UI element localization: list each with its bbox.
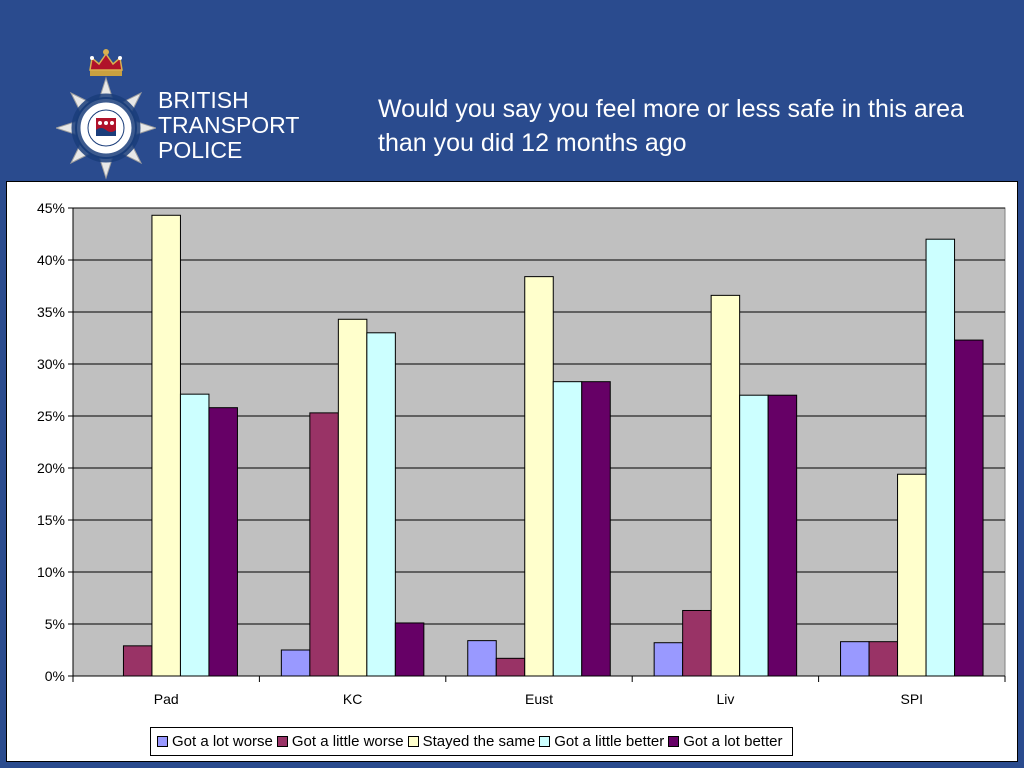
legend-swatch — [276, 736, 288, 747]
slide-header: BRITISH TRANSPORT POLICE Would you say y… — [0, 0, 1024, 180]
chart-panel: 0% 5% 10% 15% 20% 25% 30% 35% 40% 45% Pad KC Eust Liv… — [6, 181, 1018, 762]
bar — [653, 642, 684, 677]
org-name-line-1: BRITISH — [158, 87, 249, 113]
legend-item: Stayed the same — [407, 733, 536, 750]
crown-icon — [89, 49, 123, 76]
legend-label: Stayed the same — [422, 733, 536, 750]
legend-item: Got a little better — [539, 733, 664, 750]
y-tick-label: 0% — [45, 668, 65, 684]
bar — [151, 214, 181, 677]
y-tick-label: 35% — [37, 304, 65, 320]
legend-item: Got a lot better — [668, 733, 782, 750]
bar — [739, 394, 769, 677]
legend-item: Got a little worse — [276, 733, 404, 750]
bar — [767, 394, 798, 677]
x-tick-label: SPI — [901, 691, 924, 707]
organization-name: BRITISH TRANSPORT POLICE — [158, 88, 299, 163]
org-name-line-2: TRANSPORT — [158, 112, 300, 138]
y-tick-label: 5% — [45, 616, 65, 632]
legend-swatch — [407, 736, 419, 747]
police-badge-icon — [56, 49, 156, 180]
x-tick-label: KC — [343, 691, 362, 707]
bar — [309, 412, 339, 677]
legend-swatch — [539, 736, 551, 747]
bar — [394, 622, 425, 677]
bar — [524, 276, 554, 677]
y-tick-label: 25% — [37, 408, 65, 424]
x-tick-label: Eust — [525, 691, 553, 707]
bar — [179, 393, 210, 677]
bar — [467, 640, 497, 677]
x-tick-label: Pad — [154, 691, 179, 707]
y-tick-label: 45% — [37, 200, 65, 216]
bar — [925, 238, 956, 677]
legend-label: Got a lot worse — [172, 733, 273, 750]
legend-label: Got a lot better — [683, 733, 783, 750]
x-tick-label: Liv — [716, 691, 734, 707]
bar — [280, 649, 311, 677]
y-tick-label: 30% — [37, 356, 65, 372]
bar — [552, 381, 583, 677]
legend-swatch — [668, 736, 680, 747]
org-name-line-3: POLICE — [158, 137, 243, 163]
legend-item: Got a lot worse — [157, 733, 273, 750]
bar — [495, 657, 526, 677]
slide-title: Would you say you feel more or less safe… — [378, 95, 964, 157]
bar — [122, 645, 153, 677]
bar — [840, 641, 870, 677]
y-tick-label: 40% — [37, 252, 65, 268]
bar — [868, 641, 899, 677]
bar — [710, 294, 741, 677]
bar — [682, 609, 712, 677]
bar — [954, 339, 984, 677]
legend-label: Got a little worse — [291, 733, 404, 750]
bar — [208, 407, 238, 677]
y-tick-label: 15% — [37, 512, 65, 528]
chart-legend: Got a lot worse Got a little worse Stayed … — [150, 727, 794, 756]
legend-swatch — [157, 736, 168, 747]
bar — [581, 381, 611, 677]
bar-chart: 0% 5% 10% 15% 20% 25% 30% 35% 40% 45% Pad KC Eust Liv… — [37, 200, 1006, 707]
bar — [366, 332, 396, 677]
bar — [897, 473, 927, 677]
y-tick-label: 10% — [37, 564, 65, 580]
bar — [337, 318, 368, 677]
y-tick-label: 20% — [37, 460, 65, 476]
legend-label: Got a little better — [554, 733, 665, 750]
